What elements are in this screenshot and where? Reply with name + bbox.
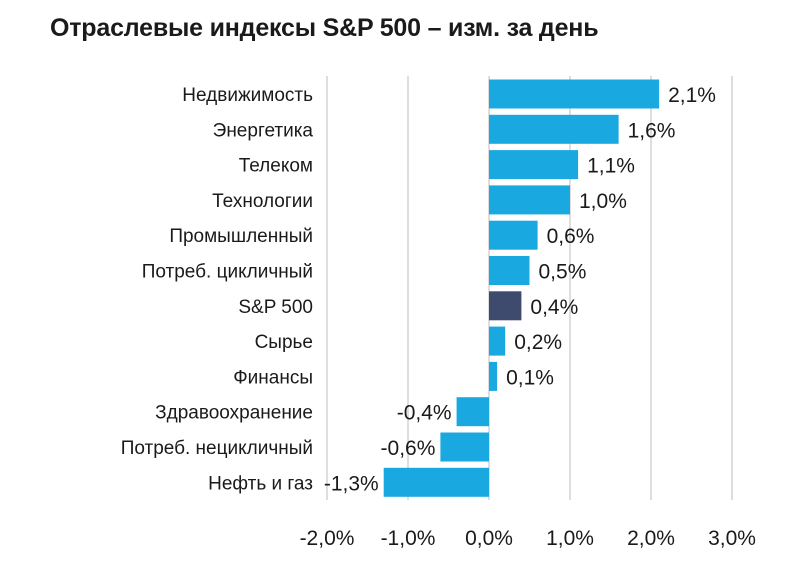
value-label: 0,2% bbox=[514, 331, 562, 354]
bar bbox=[489, 114, 619, 144]
category-label: Промышленный bbox=[169, 226, 313, 247]
bar bbox=[489, 79, 660, 109]
x-tick-label: -1,0% bbox=[381, 527, 436, 550]
bar bbox=[489, 256, 530, 285]
category-label: Недвижимость bbox=[182, 85, 313, 106]
bar bbox=[489, 220, 538, 250]
category-label: Здравоохранение bbox=[155, 403, 313, 424]
category-label: Сырье bbox=[255, 332, 313, 353]
bar bbox=[489, 291, 522, 321]
value-label: 0,5% bbox=[539, 261, 587, 284]
x-tick-labels: -2,0% -1,0% 0,0% 1,0% 2,0% 3,0% bbox=[300, 527, 756, 550]
x-tick-label: 2,0% bbox=[627, 527, 675, 550]
value-label: 0,6% bbox=[547, 225, 595, 248]
category-label: Технологии bbox=[212, 191, 313, 212]
bar bbox=[489, 361, 498, 391]
value-labels: 2,1% 1,6% 1,1% 1,0% 0,6% 0,5% 0,4% 0,2% 0,1% -0,4… bbox=[324, 84, 716, 495]
value-label: -0,6% bbox=[381, 437, 436, 460]
category-labels: Недвижимость Энергетика Телеком Технологии П… bbox=[121, 85, 314, 494]
category-label: S&P 500 bbox=[238, 297, 313, 318]
category-label: Потреб. цикличный bbox=[142, 262, 313, 283]
category-label: Энергетика bbox=[213, 120, 314, 141]
x-tick-label: -2,0% bbox=[300, 527, 355, 550]
value-label: -0,4% bbox=[397, 402, 452, 425]
value-label: 1,0% bbox=[579, 190, 627, 213]
bar bbox=[489, 326, 506, 356]
bar bbox=[383, 467, 489, 497]
x-tick-label: 3,0% bbox=[708, 527, 756, 550]
value-label: 0,4% bbox=[530, 296, 578, 319]
value-label: -1,3% bbox=[324, 472, 379, 495]
category-label: Нефть и газ bbox=[208, 473, 313, 494]
category-label: Телеком bbox=[239, 156, 313, 177]
value-label: 0,1% bbox=[506, 366, 554, 389]
category-label: Потреб. нецикличный bbox=[121, 438, 313, 459]
value-label: 1,6% bbox=[628, 119, 676, 142]
bar bbox=[456, 397, 489, 427]
value-label: 1,1% bbox=[587, 155, 635, 178]
gridlines bbox=[326, 76, 733, 500]
x-tick-label: 0,0% bbox=[465, 527, 513, 550]
bar bbox=[440, 432, 489, 462]
value-label: 2,1% bbox=[668, 84, 716, 107]
bar bbox=[489, 185, 570, 215]
x-tick-label: 1,0% bbox=[546, 527, 594, 550]
bars bbox=[383, 79, 660, 497]
bar bbox=[489, 150, 579, 180]
category-label: Финансы bbox=[233, 367, 313, 388]
chart-title: Отраслевые индексы S&P 500 – изм. за ден… bbox=[50, 14, 599, 42]
